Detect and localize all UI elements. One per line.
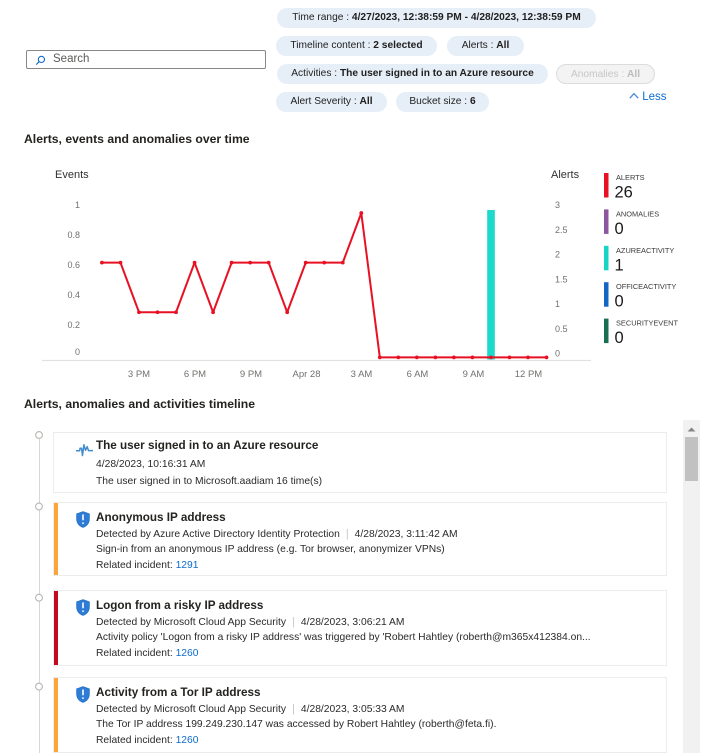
svg-text:0: 0	[615, 220, 624, 238]
svg-text:3: 3	[555, 200, 560, 210]
svg-text:3 AM: 3 AM	[351, 369, 373, 380]
svg-text:OFFICEACTIVITY: OFFICEACTIVITY	[616, 282, 676, 291]
svg-text:0.8: 0.8	[67, 230, 80, 240]
svg-text:26: 26	[615, 184, 633, 202]
svg-text:9 AM: 9 AM	[463, 369, 485, 380]
svg-text:1: 1	[555, 299, 560, 309]
svg-text:0.6: 0.6	[67, 260, 80, 270]
svg-text:6 PM: 6 PM	[184, 369, 206, 380]
svg-text:Alerts: Alerts	[551, 169, 580, 181]
svg-text:0: 0	[75, 347, 80, 357]
svg-text:Apr 28: Apr 28	[293, 369, 321, 380]
svg-text:0.5: 0.5	[555, 324, 568, 334]
svg-text:ALERTS: ALERTS	[616, 173, 645, 182]
svg-text:0.4: 0.4	[67, 290, 80, 300]
svg-text:12 PM: 12 PM	[515, 369, 543, 380]
svg-text:9 PM: 9 PM	[240, 369, 262, 380]
svg-text:0.2: 0.2	[67, 320, 80, 330]
svg-text:0: 0	[555, 349, 560, 359]
svg-text:2: 2	[555, 250, 560, 260]
svg-text:2.5: 2.5	[555, 225, 568, 235]
svg-text:ANOMALIES: ANOMALIES	[616, 209, 659, 218]
svg-text:0: 0	[615, 329, 624, 347]
svg-text:Events: Events	[55, 169, 89, 181]
svg-text:0: 0	[615, 293, 624, 311]
svg-text:1.5: 1.5	[555, 275, 568, 285]
svg-text:1: 1	[615, 256, 624, 274]
svg-text:AZUREACTIVITY: AZUREACTIVITY	[616, 246, 674, 255]
svg-text:1: 1	[75, 200, 80, 210]
svg-text:SECURITYEVENT: SECURITYEVENT	[616, 319, 678, 328]
svg-text:6 AM: 6 AM	[407, 369, 429, 380]
svg-text:3 PM: 3 PM	[128, 369, 150, 380]
